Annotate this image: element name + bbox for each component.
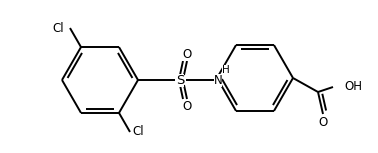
- Text: O: O: [318, 116, 328, 129]
- Text: H: H: [222, 65, 230, 75]
- Text: Cl: Cl: [132, 125, 144, 138]
- Text: O: O: [182, 99, 192, 112]
- Text: N: N: [214, 73, 222, 86]
- Text: OH: OH: [344, 80, 362, 93]
- Text: S: S: [176, 73, 184, 86]
- Text: O: O: [182, 47, 192, 60]
- Text: Cl: Cl: [53, 22, 64, 35]
